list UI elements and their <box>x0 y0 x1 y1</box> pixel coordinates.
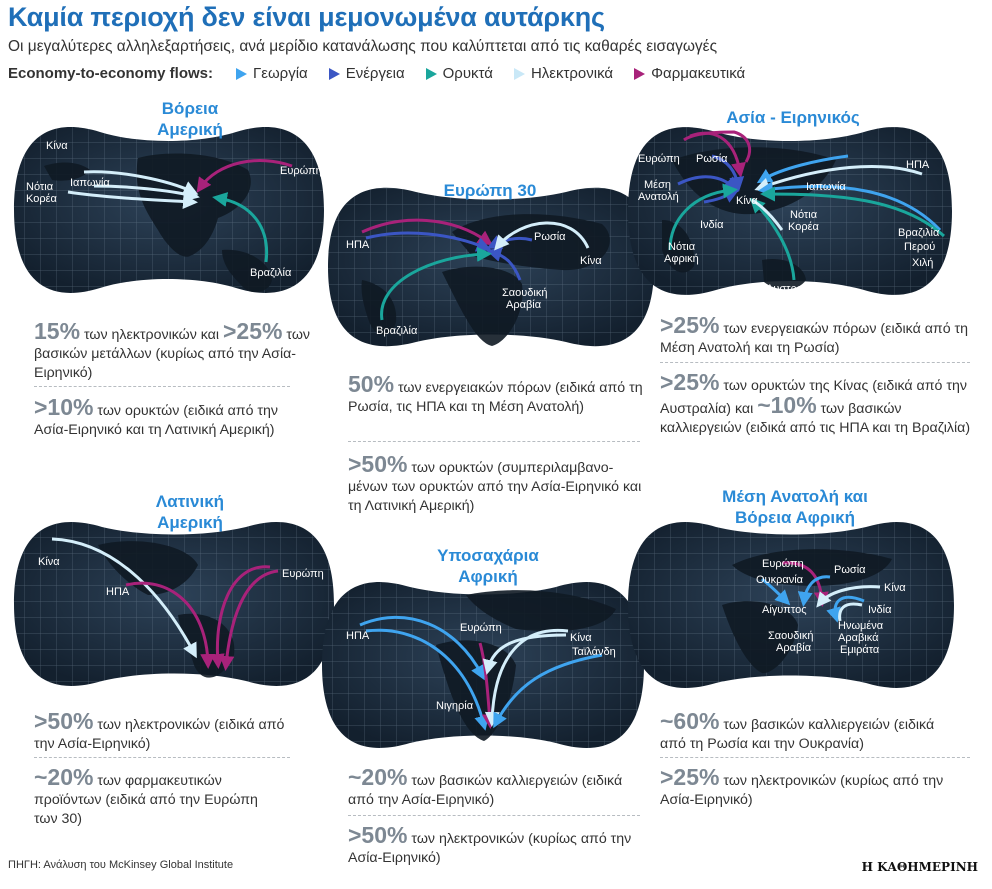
triangle-icon <box>236 67 248 80</box>
stat-north-america-1: 15% των ηλεκτρονικών και >25% των βασικώ… <box>34 318 310 382</box>
page-title: Καμία περιοχή δεν είναι μεμονωμένα αυτάρ… <box>8 2 605 32</box>
legend-item-agriculture: Γεωργία <box>235 65 308 82</box>
legend-item-electronics: Ηλεκτρονικά <box>513 65 613 82</box>
stat-latin-america-2: ~20% των φαρμακευτικών προϊόντων (ειδικά… <box>34 764 258 828</box>
globe-europe30: ΗΠΑ Ρωσία Κίνα Σαουδική Αραβία Βραζιλία <box>322 172 660 362</box>
divider <box>660 757 970 758</box>
label-china: Κίνα <box>884 582 906 594</box>
divider <box>660 362 970 363</box>
region-title-europe30: Ευρώπη 30 <box>443 181 537 200</box>
label-south-africa: Αφρική <box>664 253 699 265</box>
label-russia: Ρωσία <box>834 564 866 576</box>
region-title-latin-america: Λατινική Αμερική <box>155 492 225 532</box>
stat-asia-pacific-2: >25% των ορυκτών της Κίνας (ειδικά από τ… <box>660 369 971 437</box>
globe-asia-pacific: Ευρώπη Ρωσία Μέση Ανατολή Ινδία Κίνα ΗΠΑ… <box>622 110 958 312</box>
label-south-africa: Νότια Αφρική <box>460 742 524 754</box>
label-nigeria: Νιγηρία <box>436 700 474 712</box>
legend-label: Ηλεκτρονικά <box>530 65 614 82</box>
legend-label: Φαρμακευτικά <box>651 65 746 82</box>
label-china: Κίνα <box>736 195 758 207</box>
label-saudi: Αραβία <box>506 299 542 311</box>
label-russia: Ρωσία <box>534 231 566 243</box>
label-south-korea: Νότια <box>790 209 818 221</box>
label-brazil: Βραζιλία <box>898 227 940 239</box>
label-europe: Ευρώπη <box>638 153 680 165</box>
legend-item-minerals: Ορυκτά <box>425 65 493 82</box>
label-australia: Αυστραλία <box>766 283 818 295</box>
label-egypt: Αίγυπτος <box>762 604 807 616</box>
globe-subsaharan-africa: ΗΠΑ Ευρώπη Κίνα Ταϊλάνδη Νιγηρία Νότια Α… <box>316 565 650 765</box>
label-saudi: Σαουδική <box>768 630 813 642</box>
stat-europe30-2: >50% των ορυκτών (συμπεριλαμβανο-μένων τ… <box>348 451 642 515</box>
label-usa: ΗΠΑ <box>106 586 130 598</box>
label-usa: ΗΠΑ <box>906 159 930 171</box>
globe-north-america: Κίνα Ιαπωνία Νότια Κορέα Ευρώπη Βραζιλία <box>8 110 330 310</box>
label-ukraine: Ουκρανία <box>756 574 804 586</box>
label-peru: Περού <box>904 241 935 253</box>
publisher-logo: Η ΚΑΘΗΜΕΡΙΝΗ <box>861 860 978 874</box>
divider <box>34 386 290 387</box>
triangle-icon <box>513 67 525 80</box>
divider <box>34 757 290 758</box>
source-note: ΠΗΓΗ: Ανάλυση του McKinsey Global Instit… <box>8 859 234 871</box>
legend-item-pharma: Φαρμακευτικά <box>633 65 745 82</box>
label-saudi: Σαουδική <box>502 287 547 299</box>
legend-label: Γεωργία <box>253 65 308 82</box>
region-title-north-america: Βόρεια Αμερική <box>157 99 223 139</box>
region-title-subsaharan-africa: Υποσαχάρια Αφρική <box>437 546 539 586</box>
label-europe: Ευρώπη <box>280 165 322 177</box>
legend-item-energy: Ενέργεια <box>328 65 405 82</box>
label-uae: Αραβικά <box>838 632 879 644</box>
stat-latin-america-1: >50% των ηλεκτρονικών (ειδικά από την Ασ… <box>34 708 285 753</box>
triangle-icon <box>328 67 340 80</box>
stat-north-america-2: >10% των ορυκτών (ειδικά από την Ασία-Ει… <box>34 394 278 439</box>
triangle-icon <box>634 67 646 80</box>
label-europe: Ευρώπη <box>282 568 324 580</box>
label-europe: Ευρώπη <box>460 622 502 634</box>
stat-subsaharan-africa-2: >50% των ηλεκτρονικών (κυρίως από την Ασ… <box>348 822 632 867</box>
label-middle-east: Ανατολή <box>638 191 679 203</box>
region-title-mena: Μέση Ανατολή και Βόρεια Αφρική <box>722 487 868 527</box>
stat-europe30-1: 50% των ενεργειακών πόρων (ειδικά από τη… <box>348 371 643 416</box>
label-brazil: Βραζιλία <box>250 267 292 279</box>
label-south-korea: Νότια <box>26 181 54 193</box>
label-south-africa: Νότια <box>668 241 696 253</box>
legend-label: Ορυκτά <box>442 65 493 82</box>
label-india: Ινδία <box>868 604 892 616</box>
stat-subsaharan-africa-1: ~20% των βασικών καλλιεργειών (ειδικά απ… <box>348 764 623 809</box>
region-title-asia-pacific: Ασία - Ειρηνικός <box>726 108 860 127</box>
label-europe: Ευρώπη <box>762 558 804 570</box>
label-thailand: Ταϊλάνδη <box>572 646 616 658</box>
stat-mena-2: >25% των ηλεκτρονικών (κυρίως από την Ασ… <box>660 764 944 809</box>
legend-label: Ενέργεια <box>345 65 405 82</box>
label-india: Ινδία <box>700 219 724 231</box>
divider <box>348 441 640 442</box>
label-chile: Χιλή <box>912 257 933 269</box>
label-china: Κίνα <box>580 255 602 267</box>
divider <box>348 815 640 816</box>
label-usa: ΗΠΑ <box>346 239 370 251</box>
page-subtitle: Οι μεγαλύτερες αλληλεξαρτήσεις, ανά μερί… <box>8 38 718 55</box>
label-middle-east: Μέση <box>644 179 671 191</box>
label-china: Κίνα <box>38 556 60 568</box>
label-china: Κίνα <box>46 140 68 152</box>
legend-title: Economy-to-economy flows: <box>8 65 214 82</box>
globe-latin-america: Κίνα ΗΠΑ Ευρώπη <box>8 505 340 703</box>
label-china: Κίνα <box>570 632 592 644</box>
label-south-korea: Κορέα <box>26 193 57 205</box>
label-japan: Ιαπωνία <box>70 177 110 189</box>
globe-mena: Ευρώπη Ουκρανία Ρωσία Κίνα Αίγυπτος Ινδί… <box>622 505 960 705</box>
label-japan: Ιαπωνία <box>806 181 846 193</box>
stat-asia-pacific-1: >25% των ενεργειακών πόρων (ειδικά από τ… <box>660 312 969 357</box>
triangle-icon <box>425 67 437 80</box>
label-south-korea: Κορέα <box>788 221 819 233</box>
label-brazil: Βραζιλία <box>376 325 418 337</box>
label-usa: ΗΠΑ <box>346 630 370 642</box>
label-uae: Ηνωμένα <box>838 620 884 632</box>
stat-mena-1: ~60% των βασικών καλλιεργειών (ειδικά απ… <box>660 708 935 753</box>
legend: Economy-to-economy flows: Γεωργία Ενέργε… <box>8 65 765 82</box>
label-uae: Εμιράτα <box>840 644 880 656</box>
label-russia: Ρωσία <box>696 153 728 165</box>
label-saudi: Αραβία <box>776 642 812 654</box>
